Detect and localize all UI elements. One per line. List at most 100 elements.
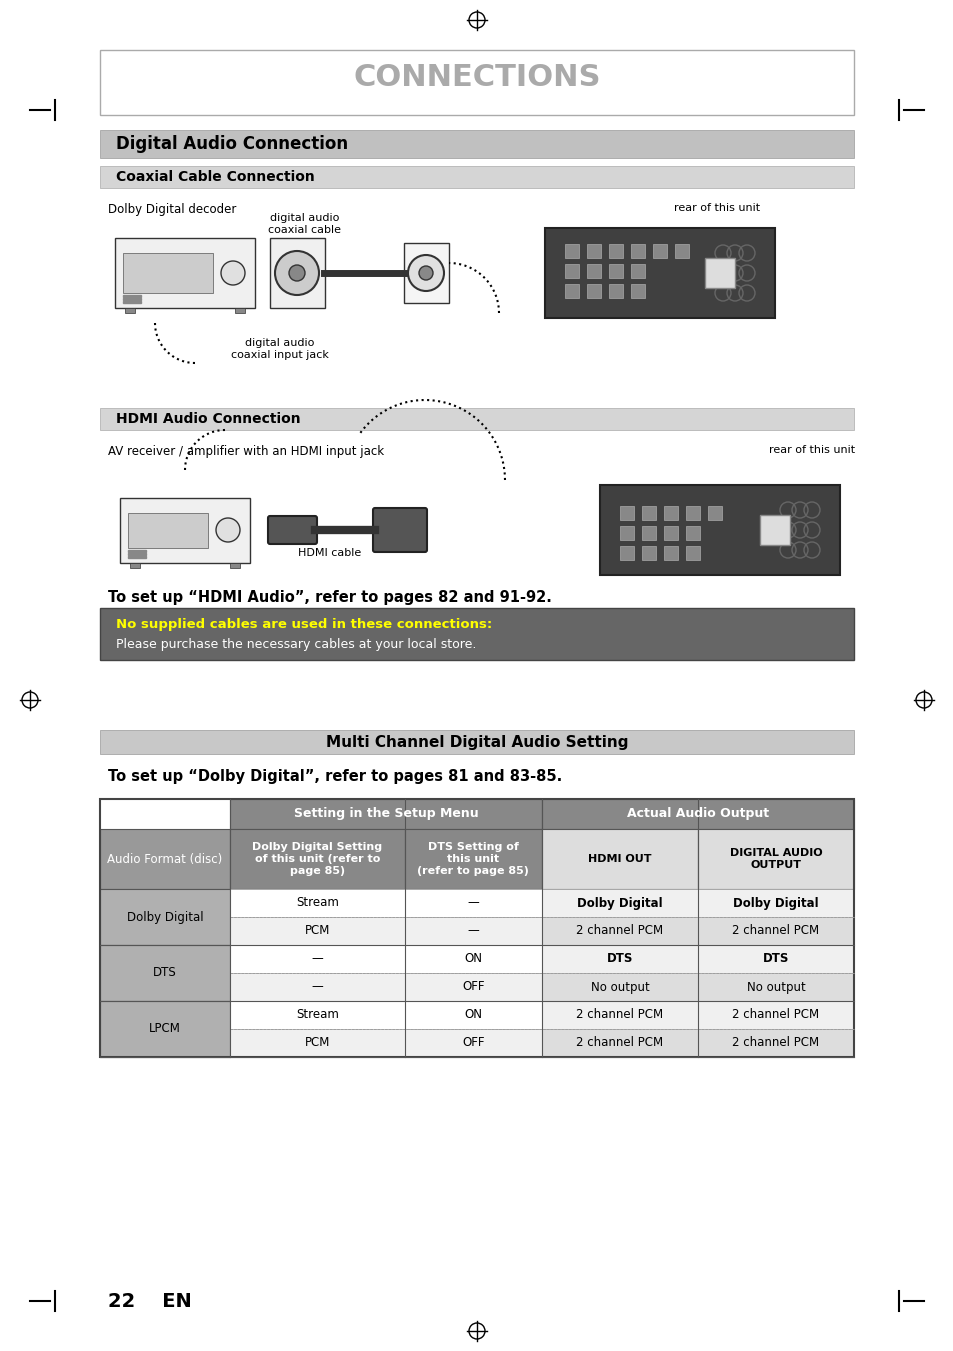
FancyBboxPatch shape [100,944,230,1001]
Circle shape [408,255,443,290]
FancyBboxPatch shape [641,526,656,540]
FancyBboxPatch shape [685,526,700,540]
FancyBboxPatch shape [128,512,208,547]
FancyBboxPatch shape [541,917,698,944]
FancyBboxPatch shape [541,830,698,889]
FancyBboxPatch shape [641,546,656,561]
Text: 2 channel PCM: 2 channel PCM [732,1008,819,1021]
Text: 2 channel PCM: 2 channel PCM [576,1008,663,1021]
Text: Stream: Stream [295,897,338,909]
Text: OFF: OFF [461,1036,484,1050]
FancyBboxPatch shape [541,973,698,1001]
Text: rear of this unit: rear of this unit [673,203,760,213]
Text: 2 channel PCM: 2 channel PCM [732,924,819,938]
FancyBboxPatch shape [698,944,853,973]
FancyBboxPatch shape [120,497,250,562]
Text: ON: ON [464,1008,482,1021]
FancyBboxPatch shape [564,245,578,258]
Text: —: — [312,981,323,993]
FancyBboxPatch shape [663,546,678,561]
FancyBboxPatch shape [586,284,600,299]
FancyBboxPatch shape [100,408,853,430]
FancyBboxPatch shape [230,1001,404,1029]
Text: Multi Channel Digital Audio Setting: Multi Channel Digital Audio Setting [325,735,628,750]
FancyBboxPatch shape [704,258,734,288]
FancyBboxPatch shape [698,830,853,889]
Text: DTS: DTS [153,966,176,979]
FancyBboxPatch shape [404,973,541,1001]
Text: To set up “HDMI Audio”, refer to pages 82 and 91-92.: To set up “HDMI Audio”, refer to pages 8… [108,590,551,605]
FancyBboxPatch shape [663,507,678,520]
FancyBboxPatch shape [230,562,240,567]
Text: Please purchase the necessary cables at your local store.: Please purchase the necessary cables at … [116,638,476,651]
Text: Actual Audio Output: Actual Audio Output [626,808,768,820]
FancyBboxPatch shape [685,507,700,520]
FancyBboxPatch shape [707,507,721,520]
Text: digital audio
coaxial input jack: digital audio coaxial input jack [231,338,329,359]
FancyBboxPatch shape [268,516,316,544]
FancyBboxPatch shape [619,546,634,561]
FancyBboxPatch shape [115,238,254,308]
FancyBboxPatch shape [541,1029,698,1056]
FancyBboxPatch shape [100,730,853,754]
FancyBboxPatch shape [230,917,404,944]
FancyBboxPatch shape [230,830,404,889]
Text: —: — [312,952,323,966]
FancyBboxPatch shape [599,485,840,576]
FancyBboxPatch shape [663,526,678,540]
FancyBboxPatch shape [564,284,578,299]
Circle shape [418,266,433,280]
Text: Dolby Digital: Dolby Digital [577,897,662,909]
Text: Dolby Digital Setting
of this unit (refer to
page 85): Dolby Digital Setting of this unit (refe… [252,843,382,875]
Text: Digital Audio Connection: Digital Audio Connection [116,135,348,153]
Text: HDMI cable: HDMI cable [298,549,361,558]
Text: No output: No output [746,981,804,993]
Text: To set up “Dolby Digital”, refer to pages 81 and 83-85.: To set up “Dolby Digital”, refer to page… [108,769,561,784]
FancyBboxPatch shape [130,562,140,567]
FancyBboxPatch shape [100,608,853,661]
FancyBboxPatch shape [234,308,245,313]
Text: 2 channel PCM: 2 channel PCM [576,1036,663,1050]
Text: PCM: PCM [304,924,330,938]
FancyBboxPatch shape [230,798,541,830]
FancyBboxPatch shape [404,830,541,889]
FancyBboxPatch shape [100,50,853,115]
FancyBboxPatch shape [403,243,449,303]
FancyBboxPatch shape [630,245,644,258]
Text: HDMI OUT: HDMI OUT [588,854,651,865]
FancyBboxPatch shape [652,245,666,258]
FancyBboxPatch shape [123,299,141,300]
FancyBboxPatch shape [100,130,853,158]
Text: digital audio
coaxial cable: digital audio coaxial cable [268,213,341,235]
FancyBboxPatch shape [100,1001,230,1056]
Text: ON: ON [464,952,482,966]
FancyBboxPatch shape [230,889,404,917]
Text: DTS Setting of
this unit
(refer to page 85): DTS Setting of this unit (refer to page … [417,843,529,875]
Text: LPCM: LPCM [149,1023,181,1035]
FancyBboxPatch shape [541,798,853,830]
FancyBboxPatch shape [698,973,853,1001]
FancyBboxPatch shape [641,507,656,520]
FancyBboxPatch shape [404,1001,541,1029]
FancyBboxPatch shape [230,944,404,973]
FancyBboxPatch shape [270,238,325,308]
FancyBboxPatch shape [128,553,146,554]
Text: —: — [467,924,478,938]
FancyBboxPatch shape [698,1029,853,1056]
Circle shape [274,251,318,295]
FancyBboxPatch shape [619,507,634,520]
Text: Audio Format (disc): Audio Format (disc) [108,852,222,866]
Text: DTS: DTS [762,952,788,966]
FancyBboxPatch shape [128,555,146,558]
FancyBboxPatch shape [608,245,622,258]
Text: DTS: DTS [606,952,633,966]
Text: Setting in the Setup Menu: Setting in the Setup Menu [294,808,477,820]
FancyBboxPatch shape [760,515,789,544]
FancyBboxPatch shape [541,889,698,917]
FancyBboxPatch shape [404,1029,541,1056]
FancyBboxPatch shape [123,295,141,297]
Text: HDMI Audio Connection: HDMI Audio Connection [116,412,300,426]
FancyBboxPatch shape [373,508,427,553]
FancyBboxPatch shape [404,944,541,973]
Text: OFF: OFF [461,981,484,993]
